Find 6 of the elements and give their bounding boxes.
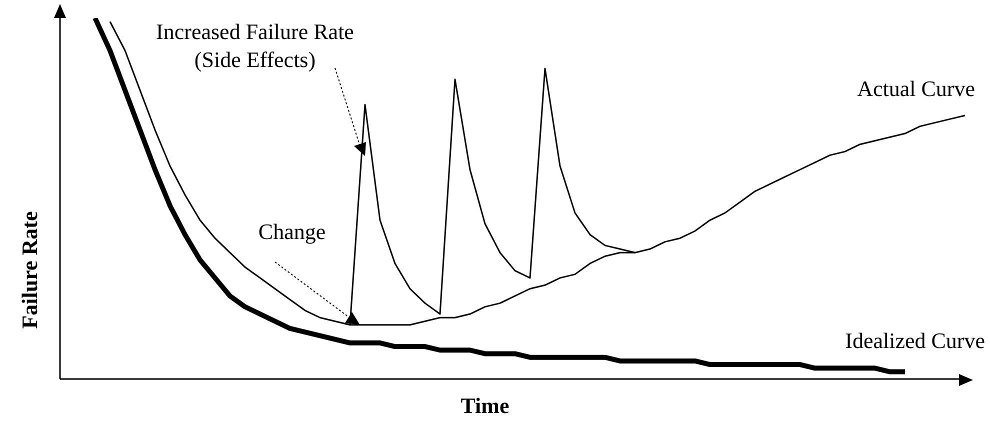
annotation: Change [257, 218, 327, 246]
x-axis-title: Time [460, 393, 510, 419]
series-label: Actual Curve [857, 76, 975, 102]
y-axis-title: Failure Rate [17, 211, 43, 329]
annotation: Increased Failure Rate (Side Effects) [155, 18, 355, 74]
series-label: Idealized Curve [845, 328, 985, 354]
